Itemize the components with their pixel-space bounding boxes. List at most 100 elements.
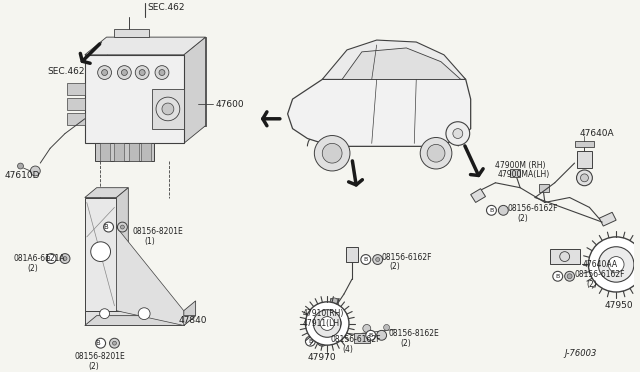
Polygon shape [599,212,616,226]
Text: (2): (2) [517,214,528,223]
Polygon shape [152,89,184,129]
Polygon shape [184,37,205,143]
Text: 47640A: 47640A [579,129,614,138]
Circle shape [118,222,127,232]
Text: (2): (2) [28,264,38,273]
Circle shape [314,310,341,337]
Circle shape [420,138,452,169]
Circle shape [100,309,109,318]
Circle shape [162,103,174,115]
Polygon shape [67,113,84,125]
Circle shape [427,144,445,162]
Polygon shape [510,169,520,177]
Polygon shape [84,188,129,198]
Circle shape [109,338,120,348]
Circle shape [305,302,349,345]
Circle shape [156,97,180,121]
Text: B: B [95,340,100,346]
Polygon shape [84,311,184,326]
Polygon shape [116,188,129,311]
Text: B: B [308,339,312,344]
Polygon shape [115,29,149,37]
Text: 081A6-6121A: 081A6-6121A [13,254,65,263]
Circle shape [598,247,634,282]
Circle shape [159,70,165,76]
Circle shape [317,336,327,346]
Text: (4): (4) [342,344,353,354]
Text: SEC.462: SEC.462 [47,67,84,76]
Polygon shape [67,98,84,110]
Circle shape [608,257,624,272]
Polygon shape [577,151,593,168]
Polygon shape [100,143,109,161]
Circle shape [138,308,150,320]
Circle shape [560,251,570,262]
Circle shape [453,129,463,138]
Text: 47900MA(LH): 47900MA(LH) [497,170,550,179]
Polygon shape [84,55,184,143]
Circle shape [446,122,470,145]
Polygon shape [84,315,196,326]
Circle shape [383,324,390,330]
Text: 47911(LH): 47911(LH) [303,319,342,328]
Circle shape [98,65,111,80]
Circle shape [588,237,640,292]
Circle shape [120,225,124,229]
Circle shape [580,174,588,182]
Polygon shape [95,143,154,161]
Text: B: B [490,208,493,213]
Circle shape [486,205,497,215]
Circle shape [330,298,338,306]
Circle shape [63,257,67,260]
Circle shape [577,170,593,186]
Circle shape [95,338,106,348]
Circle shape [91,242,111,262]
Text: 08156-6162F: 08156-6162F [381,253,432,262]
Text: 08156-8162E: 08156-8162E [388,329,439,338]
Polygon shape [470,189,486,202]
Text: B: B [46,256,51,262]
Text: 08156-6162F: 08156-6162F [508,204,558,213]
Polygon shape [84,198,116,311]
Circle shape [376,257,380,262]
Text: 47640AA: 47640AA [582,260,618,269]
Circle shape [104,222,113,232]
Circle shape [17,163,24,169]
Polygon shape [84,37,205,55]
Circle shape [564,271,575,281]
Text: B: B [369,333,373,338]
Text: B: B [103,224,108,230]
Polygon shape [129,143,140,161]
Text: 47950: 47950 [604,301,633,310]
Circle shape [122,70,127,76]
Text: (2): (2) [390,262,400,271]
Polygon shape [107,37,205,126]
Circle shape [361,254,371,264]
Polygon shape [287,60,470,146]
Text: 47840: 47840 [179,316,207,325]
Text: J-76003: J-76003 [564,349,597,357]
Circle shape [155,65,169,80]
Text: 08156-6162F: 08156-6162F [330,335,381,344]
Circle shape [46,254,56,263]
Polygon shape [67,83,84,95]
Circle shape [140,70,145,76]
Text: SEC.462: SEC.462 [147,3,184,12]
Circle shape [363,324,371,332]
Text: 08156-8201E: 08156-8201E [132,227,183,237]
Polygon shape [184,301,196,326]
Circle shape [366,330,376,340]
Text: (1): (1) [144,237,155,246]
Text: 08156-8201E: 08156-8201E [75,352,125,362]
Text: 47910(RH): 47910(RH) [303,309,344,318]
Circle shape [135,65,149,80]
Text: B: B [556,274,560,279]
Circle shape [372,254,383,264]
Text: (2): (2) [401,339,411,348]
Circle shape [314,135,350,171]
Circle shape [567,274,572,279]
Polygon shape [330,298,338,306]
Text: 47610D: 47610D [4,171,40,180]
Polygon shape [323,40,466,80]
Text: (2): (2) [89,362,99,371]
